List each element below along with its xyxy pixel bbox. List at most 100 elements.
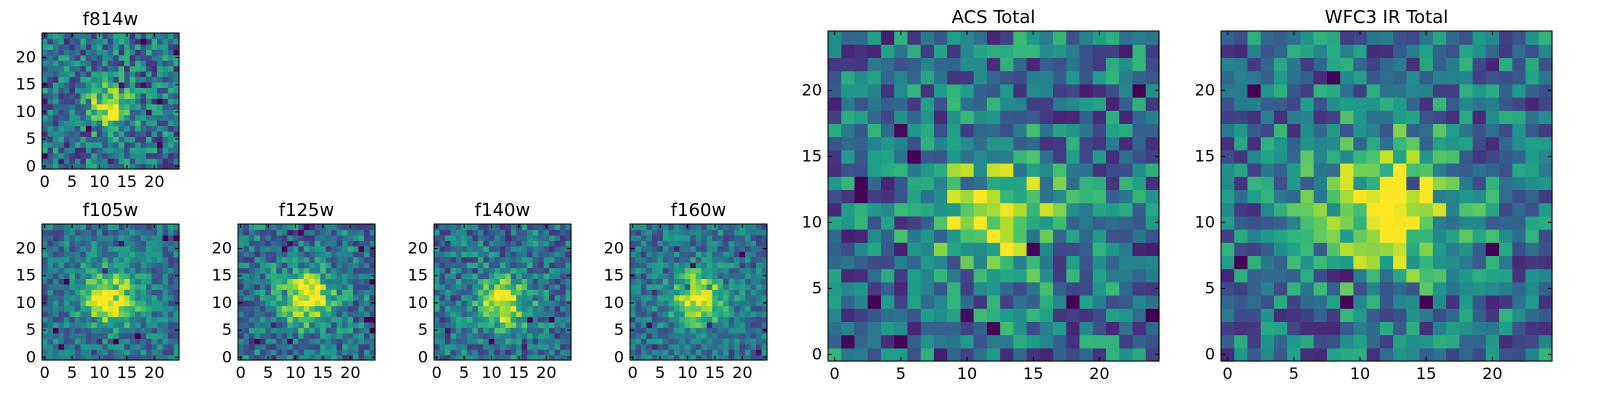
heatmap-cell <box>309 251 316 258</box>
heatmap-cell <box>1485 215 1500 230</box>
heatmap-cell <box>243 251 250 258</box>
heatmap-cell <box>761 251 768 258</box>
heatmap-cell <box>494 294 501 301</box>
heatmap-cell <box>973 57 988 72</box>
heatmap-cell <box>85 114 92 121</box>
y-tick-label: 5 <box>418 320 428 339</box>
heatmap-cell <box>140 321 147 328</box>
heatmap-cell <box>135 245 142 252</box>
heatmap-cell <box>1145 268 1160 283</box>
heatmap-cell <box>554 224 561 231</box>
heatmap-cell <box>254 300 261 307</box>
heatmap-cell <box>723 278 730 285</box>
heatmap-cell <box>466 311 473 318</box>
heatmap-cell <box>894 229 909 243</box>
heatmap-cell <box>1106 242 1120 256</box>
heatmap-cell <box>1446 347 1460 362</box>
heatmap-cell <box>1247 110 1262 124</box>
heatmap-cell <box>58 300 65 307</box>
heatmap-cell <box>745 354 752 361</box>
heatmap-cell <box>52 130 60 137</box>
heatmap-cell <box>58 229 65 236</box>
heatmap-cell <box>168 256 175 263</box>
heatmap-cell <box>1066 189 1081 204</box>
heatmap-cell <box>466 343 473 350</box>
heatmap-cell <box>455 354 462 361</box>
heatmap-cell <box>157 316 164 323</box>
heatmap-cell <box>309 245 316 252</box>
heatmap-cell <box>1393 136 1407 151</box>
heatmap-cell <box>1393 295 1407 309</box>
heatmap-cell <box>135 300 142 307</box>
heatmap-cell <box>107 33 114 40</box>
heatmap-cell <box>684 300 691 307</box>
heatmap-cell <box>1273 308 1288 322</box>
heatmap-cell <box>635 272 642 279</box>
heatmap-cell <box>532 289 539 296</box>
heatmap-cell <box>69 332 76 339</box>
heatmap-cell <box>494 321 501 328</box>
heatmap-cell <box>499 343 506 350</box>
heatmap-cell <box>739 267 746 274</box>
heatmap-cell <box>135 98 142 105</box>
heatmap-cell <box>745 338 752 345</box>
heatmap-cell <box>679 267 686 274</box>
heatmap-cell <box>265 332 272 339</box>
heatmap-cell <box>1039 123 1054 138</box>
heatmap-cell <box>118 262 125 269</box>
heatmap-cell <box>510 321 517 328</box>
heatmap-cell <box>238 289 245 296</box>
heatmap-cell <box>47 262 54 269</box>
heatmap-cell <box>336 251 343 258</box>
heatmap-cell <box>107 289 114 296</box>
heatmap-cell <box>157 152 164 159</box>
heatmap-cell <box>543 240 550 247</box>
heatmap-cell <box>1287 44 1302 58</box>
heatmap-cell <box>369 343 376 350</box>
heatmap-cell <box>690 311 697 318</box>
heatmap-cell <box>668 327 675 334</box>
heatmap-cell <box>646 224 653 231</box>
heatmap-cell <box>146 256 153 263</box>
heatmap-cell <box>151 87 158 94</box>
heatmap-cell <box>1260 268 1275 283</box>
heatmap-cell <box>867 215 882 230</box>
heatmap-cell <box>499 245 506 252</box>
heatmap-cell <box>532 332 539 339</box>
heatmap-cell <box>1132 31 1147 45</box>
heatmap-cell <box>1106 97 1120 111</box>
heatmap-cell <box>1538 215 1553 230</box>
heatmap-cell <box>450 305 457 312</box>
heatmap-cell <box>894 268 909 283</box>
heatmap-cell <box>516 338 523 345</box>
heatmap-cell <box>1132 281 1147 296</box>
heatmap-cell <box>549 294 556 301</box>
heatmap-cell <box>162 354 169 361</box>
y-tick-label: 10 <box>802 212 822 231</box>
heatmap-cell <box>58 224 65 231</box>
heatmap-cell <box>434 267 441 274</box>
heatmap-cell <box>690 245 697 252</box>
heatmap-cell <box>173 294 180 301</box>
heatmap-cell <box>466 229 473 236</box>
heatmap-cell <box>107 256 114 263</box>
heatmap-cell <box>690 354 697 361</box>
heatmap-cell <box>347 294 354 301</box>
heatmap-cell <box>135 60 142 67</box>
heatmap-cell <box>364 316 371 323</box>
heatmap-cell <box>336 256 343 263</box>
heatmap-cell <box>1079 44 1094 58</box>
heatmap-cell <box>1234 149 1249 164</box>
heatmap-cell <box>69 65 76 72</box>
heatmap-cell <box>854 31 869 45</box>
heatmap-cell <box>1079 149 1094 164</box>
heatmap-cell <box>42 289 49 296</box>
heatmap-cell <box>635 234 642 241</box>
heatmap-cell <box>461 283 468 290</box>
heatmap-cell <box>1260 44 1275 58</box>
heatmap-cell <box>841 334 856 349</box>
heatmap-cell <box>1145 334 1160 349</box>
heatmap-cell <box>146 38 153 45</box>
heatmap-cell <box>1313 70 1328 85</box>
